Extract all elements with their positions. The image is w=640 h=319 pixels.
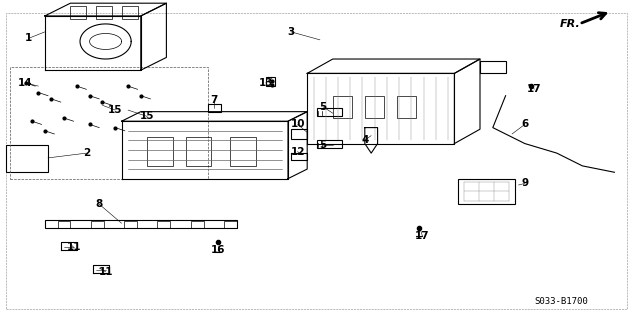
Text: 13: 13 [259,78,273,88]
Text: 10: 10 [291,119,305,130]
Text: 9: 9 [521,178,529,189]
Bar [397,96,416,118]
Bar [157,221,170,228]
Bar [317,140,342,148]
Text: 5: 5 [319,140,327,150]
Bar [70,6,86,19]
Text: 2: 2 [83,148,90,158]
Bar [124,221,137,228]
Bar [230,137,256,166]
Text: 12: 12 [291,146,305,157]
Bar [333,96,352,118]
Bar [480,61,506,73]
Bar [186,137,211,166]
Text: 6: 6 [521,119,529,130]
Bar [6,145,48,172]
Text: 11: 11 [99,267,113,277]
Text: 8: 8 [95,199,103,209]
Text: 4: 4 [361,135,369,145]
Bar [91,221,104,228]
Text: 7: 7 [211,95,218,106]
Bar [147,137,173,166]
Text: 5: 5 [319,102,327,112]
Bar [208,104,221,112]
Bar [458,179,515,204]
Bar [224,221,237,228]
Bar [96,6,112,19]
Text: 17: 17 [527,84,541,94]
Text: 3: 3 [287,27,295,37]
Text: S033-B1700: S033-B1700 [534,297,588,306]
Bar [365,96,384,118]
Bar [266,77,275,86]
Bar [191,221,204,228]
Text: 17: 17 [415,231,429,241]
Bar [10,67,208,179]
Text: 14: 14 [19,78,33,88]
Bar [122,6,138,19]
Text: 15: 15 [108,105,122,115]
Text: 15: 15 [140,111,154,122]
Text: 1: 1 [25,33,33,43]
Text: FR.: FR. [560,19,580,29]
Text: 11: 11 [67,242,81,252]
Bar [291,129,307,139]
Text: 16: 16 [211,245,225,256]
Bar [45,220,237,228]
Bar [58,221,70,228]
Bar [317,108,342,116]
